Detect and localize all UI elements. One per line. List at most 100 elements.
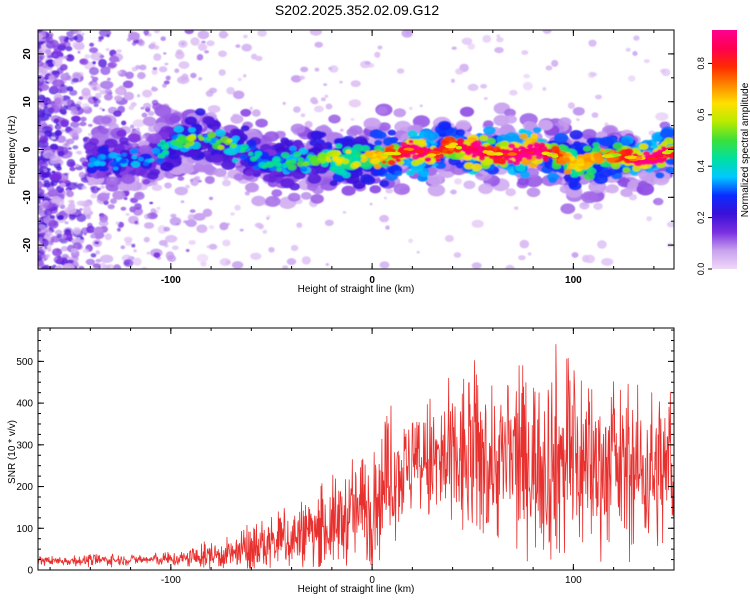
noise-blob bbox=[643, 59, 650, 64]
ridge-blob bbox=[97, 192, 110, 202]
noise-blob bbox=[141, 266, 148, 269]
noise-blob bbox=[74, 33, 84, 43]
noise-blob bbox=[38, 177, 42, 181]
noise-blob bbox=[140, 135, 146, 140]
noise-blob bbox=[257, 30, 267, 37]
ridge-core bbox=[654, 154, 664, 158]
ridge-blob bbox=[373, 163, 382, 170]
ridge-blob bbox=[142, 116, 157, 127]
ridge-blob bbox=[427, 184, 446, 197]
ridge-blob bbox=[230, 143, 237, 149]
noise-blob bbox=[58, 84, 69, 94]
noise-blob bbox=[163, 226, 171, 232]
noise-blob bbox=[107, 77, 111, 81]
spectrogram-xlabel: Height of straight line (km) bbox=[298, 284, 415, 295]
ridge-blob bbox=[486, 145, 494, 151]
noise-blob bbox=[115, 88, 125, 95]
noise-blob bbox=[53, 53, 57, 57]
noise-blob bbox=[551, 59, 559, 67]
noise-blob bbox=[198, 179, 202, 183]
noise-blob bbox=[519, 239, 530, 249]
ridge-blob bbox=[583, 145, 592, 152]
noise-blob bbox=[58, 35, 66, 41]
snr-ytick-label: 500 bbox=[16, 357, 33, 368]
noise-blob bbox=[71, 132, 79, 140]
noise-blob bbox=[157, 225, 167, 234]
noise-blob bbox=[170, 213, 177, 218]
snr-xtick-label: 0 bbox=[369, 575, 375, 586]
noise-blob bbox=[41, 178, 45, 181]
ridge-blob bbox=[264, 131, 279, 142]
noise-blob bbox=[484, 97, 488, 100]
noise-blob bbox=[57, 214, 64, 221]
ridge-blob bbox=[539, 142, 546, 147]
noise-blob bbox=[95, 258, 102, 263]
noise-blob bbox=[98, 39, 102, 42]
noise-blob bbox=[139, 64, 147, 71]
ridge-blob bbox=[374, 145, 383, 152]
noise-blob bbox=[92, 263, 101, 269]
ridge-blob bbox=[525, 155, 533, 160]
noise-blob bbox=[81, 32, 85, 36]
ridge-blob bbox=[442, 148, 448, 153]
noise-blob bbox=[87, 132, 93, 137]
ridge-blob bbox=[188, 127, 196, 133]
noise-blob bbox=[81, 185, 87, 190]
noise-blob bbox=[588, 39, 597, 47]
ridge-blob bbox=[663, 137, 674, 145]
noise-blob bbox=[189, 209, 196, 213]
noise-blob bbox=[249, 106, 253, 111]
ridge-blob bbox=[455, 120, 471, 131]
spectrogram-ylabel: Frequency (Hz) bbox=[7, 116, 18, 185]
noise-blob bbox=[251, 109, 261, 117]
ridge-core bbox=[646, 156, 658, 161]
noise-blob bbox=[60, 73, 71, 81]
noise-blob bbox=[75, 150, 82, 155]
noise-blob bbox=[604, 122, 609, 127]
noise-blob bbox=[116, 49, 122, 53]
ridge-blob bbox=[416, 152, 424, 158]
ridge-blob bbox=[329, 180, 338, 187]
noise-blob bbox=[44, 197, 50, 200]
ridge-blob bbox=[149, 158, 155, 163]
ridge-blob bbox=[202, 164, 215, 174]
noise-blob bbox=[109, 55, 119, 63]
noise-blob bbox=[42, 150, 54, 159]
ridge-blob bbox=[483, 120, 494, 128]
noise-blob bbox=[39, 233, 45, 238]
noise-blob bbox=[133, 249, 137, 253]
noise-blob bbox=[56, 233, 62, 239]
noise-blob bbox=[107, 61, 118, 69]
ridge-blob bbox=[359, 162, 367, 168]
noise-blob bbox=[38, 198, 41, 204]
noise-blob bbox=[39, 135, 49, 144]
noise-blob bbox=[43, 254, 51, 259]
noise-blob bbox=[151, 184, 163, 191]
ridge-blob bbox=[246, 139, 257, 147]
noise-blob bbox=[314, 41, 324, 48]
ridge-blob bbox=[478, 152, 486, 158]
noise-blob bbox=[301, 256, 311, 265]
noise-blob bbox=[659, 68, 666, 74]
ridge-blob bbox=[142, 179, 151, 185]
ridge-blob bbox=[640, 164, 648, 170]
ridge-blob bbox=[250, 156, 258, 162]
noise-blob bbox=[178, 40, 188, 48]
noise-blob bbox=[206, 245, 210, 249]
ridge-blob bbox=[633, 159, 643, 167]
noise-blob bbox=[226, 87, 235, 95]
ridge-blob bbox=[521, 158, 531, 166]
noise-blob bbox=[55, 58, 63, 65]
noise-blob bbox=[66, 86, 74, 92]
noise-blob bbox=[153, 45, 160, 50]
noise-blob bbox=[74, 30, 82, 35]
ridge-blob bbox=[407, 144, 413, 149]
noise-blob bbox=[66, 190, 74, 198]
noise-blob bbox=[55, 198, 65, 206]
ridge-blob bbox=[665, 166, 674, 174]
noise-blob bbox=[385, 188, 394, 194]
noise-blob bbox=[202, 208, 213, 217]
ridge-blob bbox=[426, 157, 432, 162]
ridge-blob bbox=[160, 161, 174, 172]
noise-blob bbox=[68, 147, 72, 150]
